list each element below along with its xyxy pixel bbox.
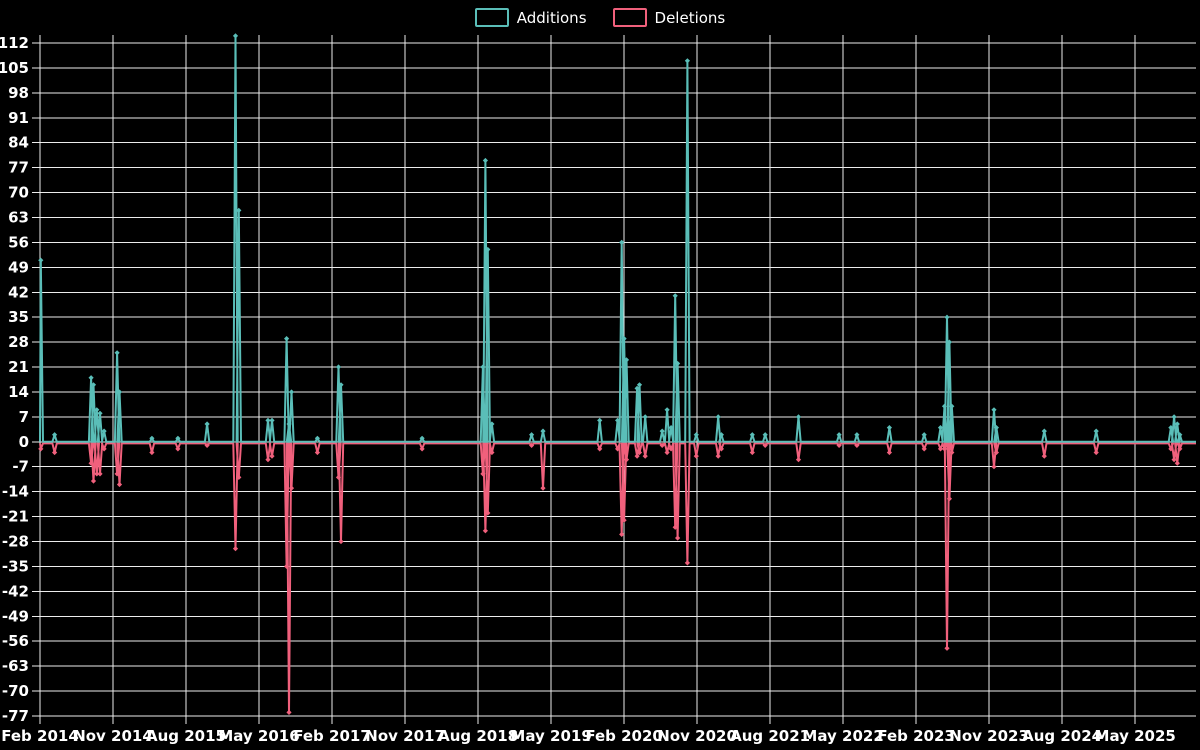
svg-text:-21: -21 [2, 508, 29, 526]
svg-text:35: 35 [8, 308, 29, 326]
svg-text:Nov 2014: Nov 2014 [73, 727, 153, 745]
svg-text:Aug 2015: Aug 2015 [146, 727, 226, 745]
svg-text:Nov 2017: Nov 2017 [365, 727, 445, 745]
svg-text:7: 7 [19, 408, 29, 426]
svg-text:Aug 2018: Aug 2018 [438, 727, 518, 745]
svg-text:105: 105 [0, 59, 29, 77]
svg-text:28: 28 [8, 333, 29, 351]
svg-text:42: 42 [8, 283, 29, 301]
svg-text:Feb 2023: Feb 2023 [877, 727, 955, 745]
legend-label-additions: Additions [516, 8, 587, 27]
svg-text:Feb 2020: Feb 2020 [585, 727, 663, 745]
additions-swatch-icon [474, 8, 509, 27]
svg-text:-49: -49 [2, 607, 29, 625]
svg-text:-42: -42 [2, 582, 29, 600]
svg-text:Nov 2020: Nov 2020 [657, 727, 737, 745]
svg-text:98: 98 [8, 84, 29, 102]
svg-text:Nov 2023: Nov 2023 [949, 727, 1029, 745]
legend-item-deletions[interactable]: Deletions [612, 8, 726, 27]
legend-item-additions[interactable]: Additions [474, 8, 587, 27]
svg-text:70: 70 [8, 184, 29, 202]
deletions-swatch-icon [612, 8, 647, 27]
svg-text:91: 91 [8, 109, 29, 127]
svg-text:-70: -70 [2, 682, 29, 700]
svg-text:Aug 2021: Aug 2021 [730, 727, 810, 745]
svg-text:14: 14 [8, 383, 29, 401]
svg-text:May 2025: May 2025 [1095, 727, 1176, 745]
svg-text:112: 112 [0, 34, 29, 52]
svg-text:-77: -77 [2, 707, 29, 725]
svg-text:May 2022: May 2022 [802, 727, 883, 745]
svg-text:84: 84 [8, 134, 29, 152]
svg-text:-63: -63 [2, 657, 29, 675]
svg-text:-14: -14 [2, 483, 29, 501]
svg-text:21: 21 [8, 358, 29, 376]
svg-text:77: 77 [8, 159, 29, 177]
svg-text:-56: -56 [2, 632, 29, 650]
svg-text:49: 49 [8, 258, 29, 276]
svg-text:Feb 2017: Feb 2017 [293, 727, 371, 745]
svg-text:Aug 2024: Aug 2024 [1022, 727, 1102, 745]
svg-text:-28: -28 [2, 533, 29, 551]
chart-legend: Additions Deletions [0, 8, 1200, 27]
svg-text:-35: -35 [2, 557, 29, 575]
legend-label-deletions: Deletions [654, 8, 726, 27]
svg-text:May 2016: May 2016 [218, 727, 299, 745]
svg-text:56: 56 [8, 233, 29, 251]
svg-text:Feb 2014: Feb 2014 [1, 727, 79, 745]
svg-text:63: 63 [8, 209, 29, 227]
svg-text:May 2019: May 2019 [510, 727, 591, 745]
svg-text:-7: -7 [12, 458, 29, 476]
svg-text:0: 0 [19, 433, 29, 451]
